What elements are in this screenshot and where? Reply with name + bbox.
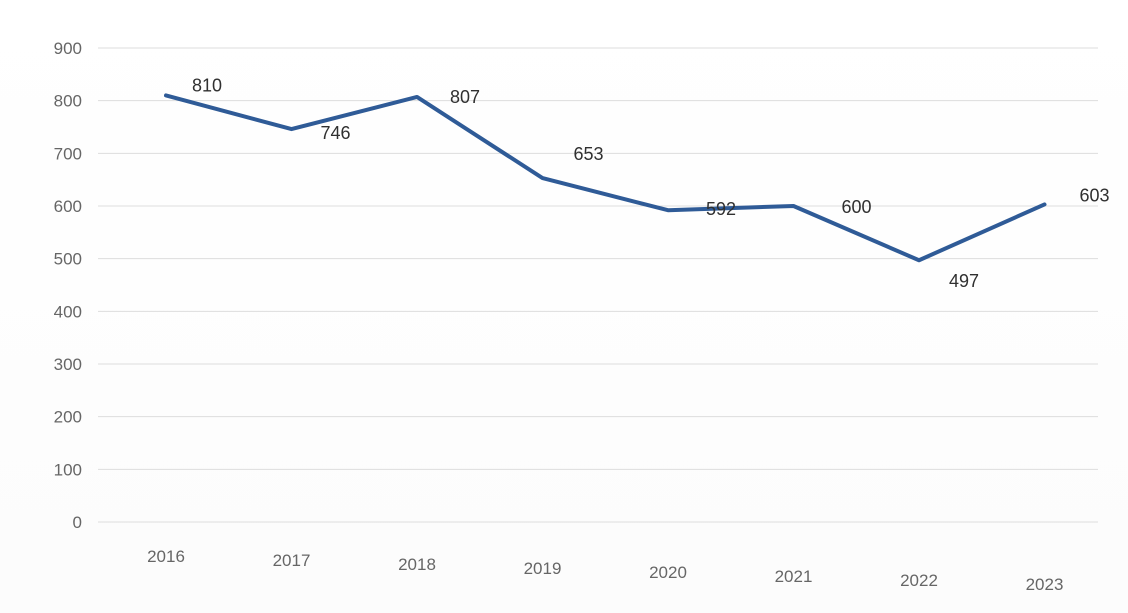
x-tick-label-2019: 2019 xyxy=(524,559,562,578)
series-layer xyxy=(164,93,1047,263)
data-label-2016: 810 xyxy=(192,75,222,95)
data-label-2020: 592 xyxy=(706,199,736,219)
data-label-2019: 653 xyxy=(574,144,604,164)
y-tick-label-100: 100 xyxy=(54,460,82,479)
y-tick-label-400: 400 xyxy=(54,302,82,321)
y-tick-label-500: 500 xyxy=(54,250,82,269)
grid-layer xyxy=(98,47,1098,523)
x-tick-label-2021: 2021 xyxy=(775,567,813,586)
series-line xyxy=(164,93,1047,263)
y-tick-label-900: 900 xyxy=(54,39,82,58)
x-tick-label-2022: 2022 xyxy=(900,571,938,590)
data-label-2018: 807 xyxy=(450,87,480,107)
x-tick-label-2023: 2023 xyxy=(1026,575,1064,594)
y-tick-label-300: 300 xyxy=(54,355,82,374)
x-tick-label-2020: 2020 xyxy=(649,563,687,582)
data-label-2022: 497 xyxy=(949,271,979,291)
y-tick-label-600: 600 xyxy=(54,197,82,216)
data-label-2017: 746 xyxy=(321,123,351,143)
x-tick-label-2018: 2018 xyxy=(398,555,436,574)
x-tick-label-2017: 2017 xyxy=(273,551,311,570)
y-tick-label-200: 200 xyxy=(54,408,82,427)
x-tick-label-2016: 2016 xyxy=(147,547,185,566)
data-labels: 810 746 807 653 592 600 497 603 xyxy=(192,75,1110,291)
y-tick-label-800: 800 xyxy=(54,92,82,111)
x-axis-ticks: 2016 2017 2018 2019 2020 2021 2022 2023 xyxy=(147,547,1063,594)
y-tick-label-0: 0 xyxy=(73,513,82,532)
data-label-2021: 600 xyxy=(842,197,872,217)
y-axis-ticks: 0 100 200 300 400 500 600 700 800 900 xyxy=(54,39,82,532)
data-label-2023: 603 xyxy=(1080,185,1110,205)
y-tick-label-700: 700 xyxy=(54,144,82,163)
